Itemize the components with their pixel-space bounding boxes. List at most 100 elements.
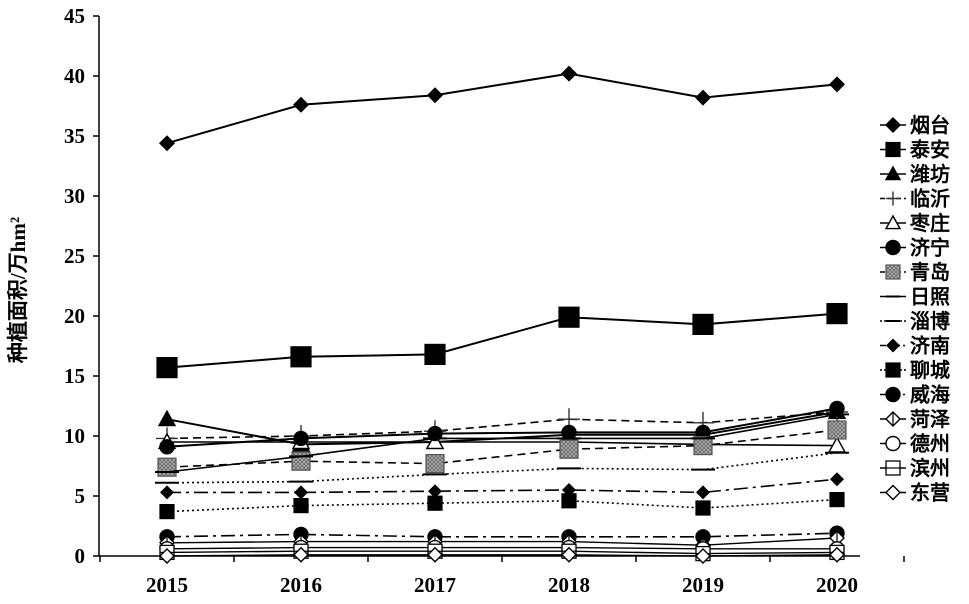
data-point bbox=[558, 306, 580, 328]
data-point bbox=[826, 303, 848, 325]
y-tick-label: 5 bbox=[75, 484, 86, 508]
legend-item: 烟台 bbox=[880, 113, 950, 137]
legend-label: 威海 bbox=[910, 383, 950, 407]
data-point bbox=[695, 89, 711, 106]
data-point bbox=[427, 425, 443, 442]
series-2 bbox=[156, 303, 848, 379]
legend-item: 德州 bbox=[880, 432, 950, 456]
legend-marker bbox=[885, 141, 901, 158]
data-point bbox=[561, 546, 577, 563]
data-point bbox=[696, 485, 710, 500]
data-point bbox=[293, 546, 309, 563]
legend-item: 滨州 bbox=[880, 456, 950, 480]
series-line bbox=[166, 72, 838, 145]
legend-item: 枣庄 bbox=[880, 211, 950, 235]
series-line bbox=[167, 478, 838, 494]
data-point bbox=[561, 493, 577, 509]
y-axis-title: 种植面积/万hm² bbox=[6, 217, 30, 364]
y-tick-label: 30 bbox=[64, 184, 85, 208]
series-line bbox=[166, 537, 838, 546]
y-tick-label: 40 bbox=[64, 64, 85, 88]
legend-marker bbox=[885, 435, 901, 452]
data-point bbox=[827, 420, 847, 440]
legend-item: 青岛 bbox=[880, 260, 950, 284]
data-point bbox=[424, 343, 446, 365]
data-point bbox=[156, 357, 178, 379]
legend-marker bbox=[885, 117, 901, 133]
y-tick-label: 15 bbox=[64, 364, 85, 388]
data-point bbox=[293, 430, 309, 447]
y-tick-label: 20 bbox=[64, 304, 85, 328]
legend-marker bbox=[885, 239, 901, 256]
legend-marker bbox=[886, 338, 900, 353]
y-tick-label: 35 bbox=[64, 124, 85, 148]
legend-marker bbox=[885, 460, 901, 476]
legend-marker bbox=[885, 411, 901, 427]
legend-marker bbox=[884, 214, 902, 230]
data-point bbox=[159, 504, 175, 520]
series-1 bbox=[159, 65, 845, 152]
y-tick-label: 25 bbox=[64, 244, 85, 268]
data-point bbox=[294, 485, 308, 500]
legend-marker bbox=[886, 191, 900, 206]
legend-item: 潍坊 bbox=[880, 162, 950, 186]
x-tick-label: 2016 bbox=[280, 573, 322, 597]
series-line bbox=[166, 312, 838, 369]
legend-label: 潍坊 bbox=[910, 162, 950, 186]
data-point bbox=[692, 313, 714, 335]
series-3 bbox=[157, 402, 847, 452]
series-line bbox=[167, 441, 838, 447]
legend-label: 淄博 bbox=[910, 309, 950, 333]
series-line bbox=[166, 452, 838, 484]
series-11 bbox=[159, 492, 845, 520]
y-tick-label: 0 bbox=[75, 544, 86, 568]
legend-item: 菏泽 bbox=[880, 407, 950, 431]
data-point bbox=[293, 96, 309, 113]
data-point bbox=[425, 454, 445, 474]
legend-item: 济南 bbox=[880, 334, 950, 358]
data-point bbox=[695, 500, 711, 516]
legend-label: 济南 bbox=[910, 334, 950, 358]
data-point bbox=[157, 409, 177, 427]
x-tick-label: 2018 bbox=[548, 573, 590, 597]
series-16 bbox=[159, 546, 845, 564]
legend-marker bbox=[885, 362, 901, 378]
legend-item: 济宁 bbox=[880, 236, 950, 260]
legend-label: 烟台 bbox=[910, 113, 950, 137]
data-point bbox=[829, 400, 845, 417]
data-point bbox=[427, 87, 443, 104]
legend-item: 泰安 bbox=[880, 138, 950, 162]
legend-item: 日照 bbox=[880, 286, 950, 309]
data-point bbox=[293, 498, 309, 514]
legend-label: 青岛 bbox=[910, 260, 950, 284]
data-point bbox=[695, 548, 711, 564]
series-line bbox=[166, 532, 838, 538]
legend-label: 菏泽 bbox=[910, 407, 950, 431]
series-10 bbox=[160, 472, 844, 500]
legend-label: 德州 bbox=[910, 432, 950, 456]
data-point bbox=[559, 439, 579, 459]
series-9 bbox=[155, 451, 849, 484]
series-line bbox=[166, 546, 837, 550]
data-point bbox=[157, 457, 177, 477]
data-point bbox=[561, 424, 577, 441]
data-point bbox=[160, 485, 174, 500]
legend-item: 淄博 bbox=[880, 309, 950, 333]
legend-label: 滨州 bbox=[910, 456, 950, 480]
series-line bbox=[166, 407, 838, 448]
series-7 bbox=[157, 420, 847, 477]
series-line bbox=[166, 413, 838, 473]
legend-label: 泰安 bbox=[909, 138, 950, 162]
series-line bbox=[166, 411, 838, 440]
legend-item: 威海 bbox=[880, 383, 950, 407]
data-point bbox=[830, 472, 844, 487]
legend-label: 枣庄 bbox=[909, 211, 950, 235]
data-point bbox=[159, 439, 175, 455]
legend-label: 东营 bbox=[910, 481, 950, 505]
legend-item: 东营 bbox=[880, 481, 950, 505]
y-tick-label: 45 bbox=[64, 4, 85, 28]
x-tick-label: 2020 bbox=[816, 573, 858, 597]
